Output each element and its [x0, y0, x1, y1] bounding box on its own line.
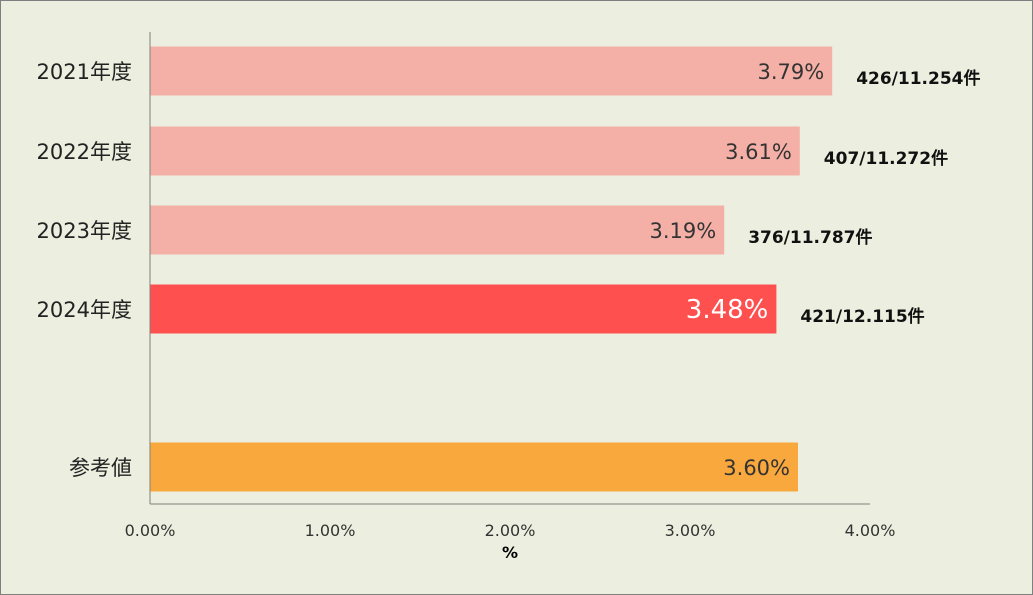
count-label: 426/11.254件 — [856, 68, 980, 89]
value-label: 3.48% — [686, 295, 769, 325]
x-tick-label: 0.00% — [125, 521, 176, 540]
x-tick-label: 1.00% — [305, 521, 356, 540]
category-label: 2022年度 — [37, 140, 132, 164]
value-label: 3.79% — [757, 60, 824, 84]
value-label: 3.19% — [649, 219, 716, 243]
x-axis-label: % — [502, 543, 518, 562]
count-label: 421/12.115件 — [800, 306, 924, 327]
bar-4 — [150, 284, 777, 334]
category-label: 参考値 — [69, 456, 132, 480]
category-label: 2021年度 — [37, 60, 132, 84]
x-tick-label: 3.00% — [665, 521, 716, 540]
count-label: 376/11.787件 — [748, 227, 872, 248]
bar-1 — [150, 46, 833, 96]
category-label: 2023年度 — [37, 219, 132, 243]
count-label: 407/11.272件 — [824, 148, 948, 169]
x-tick-label: 4.00% — [845, 521, 896, 540]
bar-2 — [150, 126, 800, 176]
category-label: 2024年度 — [37, 298, 132, 322]
bar-5 — [150, 442, 798, 492]
x-tick-label: 2.00% — [485, 521, 536, 540]
value-label: 3.60% — [723, 456, 790, 480]
value-label: 3.61% — [725, 140, 792, 164]
bar-3 — [150, 205, 725, 255]
